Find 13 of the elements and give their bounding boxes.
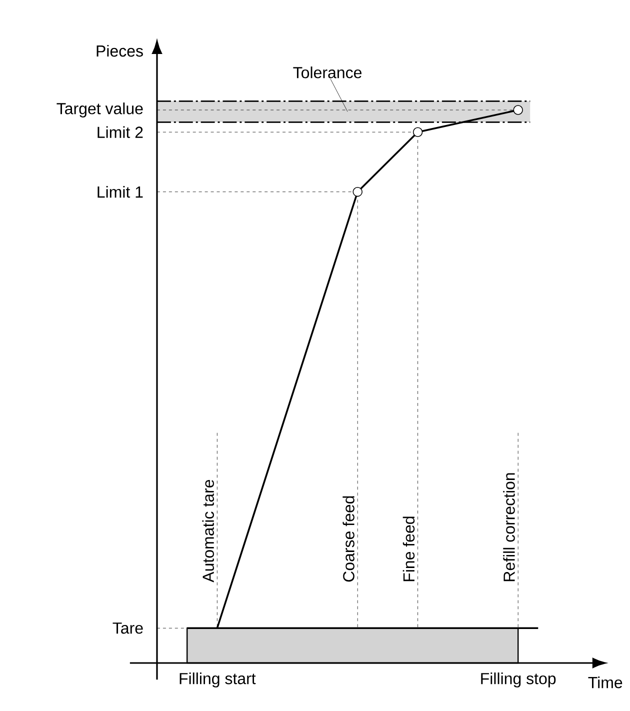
ref-line-label: Refill correction — [503, 473, 515, 582]
annotation: Coarse feed — [342, 496, 354, 582]
x-tick-label: Filling stop — [481, 672, 556, 688]
ref-line-label: Limit 2 — [98, 126, 143, 138]
band-label: Tolerance — [293, 66, 362, 78]
ref-line-label: Automatic tare — [202, 480, 214, 582]
ref-line-label: Limit 1 — [98, 186, 143, 198]
x-axis-title: Time — [588, 676, 622, 688]
ref-line-label: Target value — [56, 102, 143, 118]
y-axis-title: Pieces — [96, 44, 143, 57]
ref-line-label: Tare — [112, 622, 143, 634]
annotation: Fine feed — [402, 516, 415, 582]
x-tick-label: Filling start — [180, 672, 256, 688]
